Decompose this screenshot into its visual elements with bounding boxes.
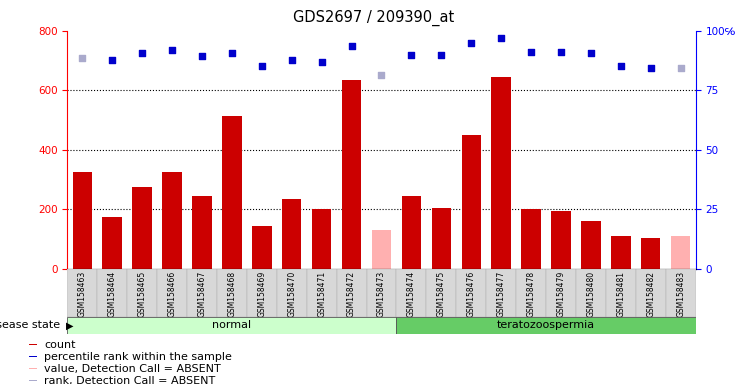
Point (106, 57, 118, 63)
Text: GSM158465: GSM158465 (138, 271, 147, 318)
Bar (102, 217, 122, 269)
Bar (581, 221, 601, 269)
Point (316, 59, 328, 65)
Point (525, 48, 537, 55)
Text: GSM158482: GSM158482 (646, 271, 655, 317)
Bar (611, 236, 631, 269)
Bar (157, 269, 187, 317)
Text: count: count (44, 339, 76, 350)
Text: rank, Detection Call = ABSENT: rank, Detection Call = ABSENT (44, 376, 215, 384)
Text: GSM158464: GSM158464 (108, 271, 117, 318)
Text: GSM158466: GSM158466 (168, 271, 177, 318)
Bar (162, 172, 182, 269)
Text: GSM158469: GSM158469 (257, 271, 266, 318)
Bar (606, 269, 636, 317)
Text: GDS2697 / 209390_at: GDS2697 / 209390_at (293, 10, 455, 26)
Text: value, Detection Call = ABSENT: value, Detection Call = ABSENT (44, 364, 221, 374)
Bar (516, 269, 546, 317)
Point (166, 47, 178, 53)
Bar (192, 196, 212, 269)
Text: GSM158468: GSM158468 (227, 271, 236, 317)
Bar (456, 269, 486, 317)
Bar (666, 269, 696, 317)
Text: normal: normal (212, 320, 251, 331)
Text: GSM158467: GSM158467 (197, 271, 206, 318)
Text: GSM158479: GSM158479 (557, 271, 565, 318)
Text: GSM158481: GSM158481 (616, 271, 625, 317)
Bar (546, 269, 576, 317)
Text: disease state: disease state (0, 320, 64, 331)
Bar (97, 269, 127, 317)
Bar (342, 80, 361, 269)
Bar (337, 269, 367, 317)
Text: GSM158472: GSM158472 (347, 271, 356, 317)
Bar (462, 135, 481, 269)
Text: GSM158474: GSM158474 (407, 271, 416, 318)
Bar (127, 269, 157, 317)
Text: GSM158470: GSM158470 (287, 271, 296, 318)
Point (136, 50, 148, 56)
Point (286, 57, 298, 63)
Bar (636, 269, 666, 317)
Text: percentile rank within the sample: percentile rank within the sample (44, 352, 232, 362)
Point (256, 63, 268, 70)
Text: GSM158483: GSM158483 (676, 271, 685, 317)
Bar (73, 172, 92, 269)
Point (495, 35, 507, 41)
Point (76, 55, 88, 61)
Bar (222, 116, 242, 269)
Bar (486, 269, 516, 317)
Bar (247, 269, 277, 317)
Bar (372, 230, 391, 269)
Text: teratozoospermia: teratozoospermia (497, 320, 595, 331)
Point (226, 50, 238, 56)
Bar (29, 368, 37, 369)
Bar (29, 380, 37, 381)
Bar (312, 209, 331, 269)
Bar (67, 269, 97, 317)
Bar (402, 196, 421, 269)
Bar (426, 269, 456, 317)
Bar (29, 344, 37, 345)
Bar (282, 199, 301, 269)
Bar (671, 236, 690, 269)
Point (675, 65, 687, 71)
Bar (396, 317, 696, 334)
Point (645, 65, 657, 71)
Bar (396, 269, 426, 317)
Bar (432, 208, 451, 269)
Point (346, 43, 358, 49)
Text: GSM158477: GSM158477 (497, 271, 506, 318)
Bar (367, 269, 396, 317)
Text: GSM158480: GSM158480 (586, 271, 595, 317)
Point (435, 51, 447, 58)
Text: GSM158475: GSM158475 (437, 271, 446, 318)
Text: GSM158471: GSM158471 (317, 271, 326, 317)
Point (375, 72, 387, 78)
Bar (307, 269, 337, 317)
Bar (551, 211, 571, 269)
Text: ▶: ▶ (66, 320, 73, 331)
Bar (491, 77, 511, 269)
Text: GSM158476: GSM158476 (467, 271, 476, 318)
Text: GSM158463: GSM158463 (78, 271, 87, 318)
Bar (29, 356, 37, 357)
Point (196, 53, 208, 59)
Bar (252, 226, 272, 269)
Point (555, 48, 567, 55)
Bar (277, 269, 307, 317)
Text: GSM158478: GSM158478 (527, 271, 536, 317)
Bar (187, 269, 217, 317)
Text: GSM158473: GSM158473 (377, 271, 386, 318)
Point (465, 40, 477, 46)
Bar (132, 187, 152, 269)
Point (585, 50, 597, 56)
Point (405, 51, 417, 58)
Point (615, 63, 627, 70)
Bar (217, 269, 247, 317)
Bar (576, 269, 606, 317)
Bar (67, 317, 396, 334)
Bar (521, 209, 541, 269)
Bar (641, 238, 660, 269)
